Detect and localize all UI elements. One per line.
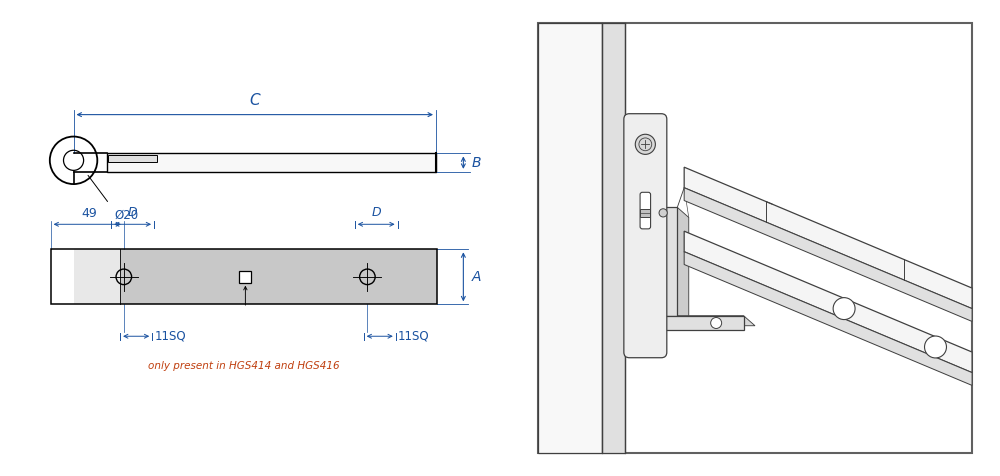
Polygon shape <box>661 316 744 330</box>
Polygon shape <box>602 23 625 453</box>
Polygon shape <box>684 252 972 386</box>
Bar <box>239 271 251 283</box>
Polygon shape <box>684 231 972 373</box>
FancyBboxPatch shape <box>624 114 667 358</box>
Polygon shape <box>684 188 972 321</box>
Polygon shape <box>51 249 120 304</box>
Bar <box>640 209 650 217</box>
Polygon shape <box>120 249 437 304</box>
Text: 11SQ: 11SQ <box>154 330 186 343</box>
Text: 11SQ: 11SQ <box>398 330 430 343</box>
Polygon shape <box>108 155 157 162</box>
Polygon shape <box>538 23 602 453</box>
Text: B: B <box>472 156 481 169</box>
Polygon shape <box>51 249 74 304</box>
FancyBboxPatch shape <box>640 192 651 229</box>
Circle shape <box>659 209 667 217</box>
Circle shape <box>635 134 655 154</box>
Polygon shape <box>107 153 436 172</box>
Circle shape <box>925 336 946 358</box>
Text: D: D <box>128 206 137 219</box>
Text: Ø20: Ø20 <box>115 208 139 221</box>
Polygon shape <box>677 208 689 326</box>
Text: only present in HGS414 and HGS416: only present in HGS414 and HGS416 <box>148 361 340 371</box>
Bar <box>51 249 437 304</box>
Polygon shape <box>684 167 972 308</box>
Circle shape <box>833 298 855 319</box>
Text: D: D <box>371 206 381 219</box>
Polygon shape <box>661 316 755 326</box>
Polygon shape <box>661 208 677 316</box>
Circle shape <box>711 317 722 328</box>
Text: 49: 49 <box>82 207 97 220</box>
Text: C: C <box>249 93 260 108</box>
Text: A: A <box>472 270 481 284</box>
